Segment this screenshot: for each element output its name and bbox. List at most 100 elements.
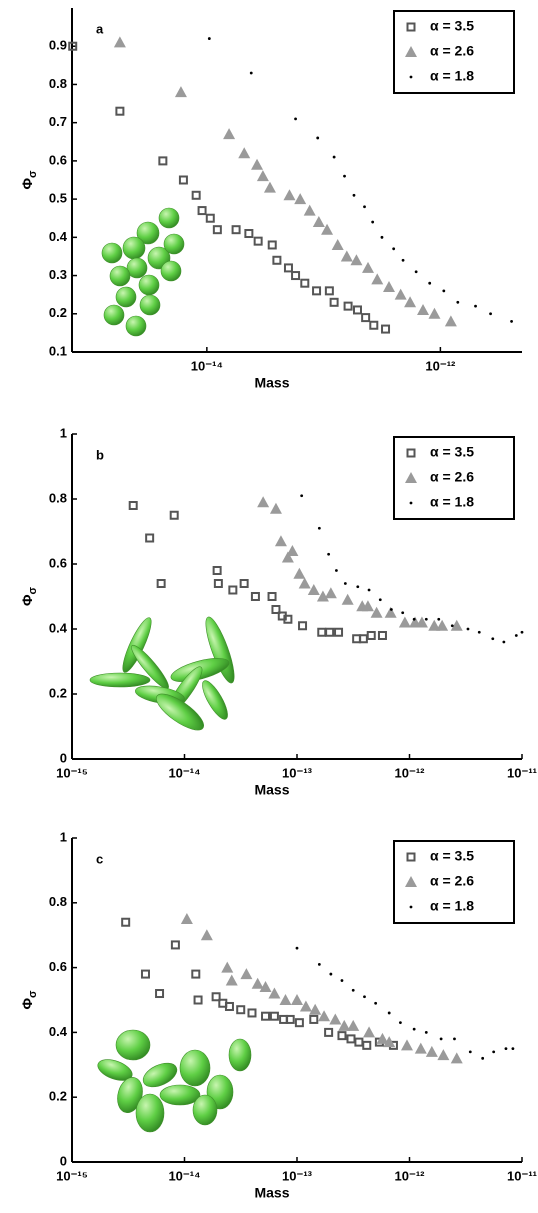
triangle-marker bbox=[223, 128, 236, 140]
triangle-marker bbox=[405, 472, 417, 483]
triangle-marker bbox=[383, 1036, 396, 1048]
square-marker bbox=[231, 225, 241, 235]
x-tick-label: 10⁻¹⁴ bbox=[168, 1168, 200, 1183]
triangle-marker bbox=[303, 204, 316, 216]
dot-marker bbox=[442, 289, 446, 293]
legend-label: α = 2.6 bbox=[430, 873, 474, 889]
square-marker bbox=[346, 1034, 356, 1044]
square-marker bbox=[298, 621, 308, 631]
y-axis-label-main: Φ bbox=[19, 998, 35, 1010]
dot-marker bbox=[316, 136, 320, 140]
dot-marker bbox=[207, 37, 211, 40]
y-axis-label-subscript: σ bbox=[27, 587, 39, 595]
triangle-marker bbox=[293, 567, 306, 579]
dot-marker bbox=[317, 962, 321, 966]
square-marker bbox=[283, 614, 293, 624]
triangle-marker bbox=[405, 876, 417, 887]
dot-marker bbox=[514, 634, 518, 637]
triangle-marker bbox=[415, 616, 428, 628]
triangle-marker bbox=[341, 593, 354, 605]
square-marker bbox=[312, 286, 322, 296]
dot-marker bbox=[409, 501, 413, 505]
sphere-cluster-illustration bbox=[101, 207, 185, 337]
triangle-marker bbox=[425, 1045, 438, 1057]
square-marker bbox=[309, 1014, 319, 1024]
y-tick-label: 0.4 bbox=[49, 229, 68, 244]
x-axis-label: Mass bbox=[254, 375, 289, 391]
dot-marker bbox=[412, 1027, 416, 1031]
dot-marker bbox=[428, 281, 432, 285]
x-tick-label: 10⁻¹¹ bbox=[507, 1168, 537, 1183]
triangle-marker bbox=[283, 189, 296, 201]
dot-marker bbox=[492, 1050, 496, 1054]
dot-marker bbox=[317, 526, 321, 530]
square-marker bbox=[267, 240, 277, 250]
dot-marker bbox=[392, 247, 396, 251]
triangle-marker bbox=[350, 254, 363, 266]
legend-label: α = 1.8 bbox=[430, 898, 474, 914]
triangle-marker bbox=[286, 545, 299, 556]
dot-marker bbox=[468, 1050, 472, 1054]
triangle-marker bbox=[394, 288, 407, 300]
y-tick-label: 0.8 bbox=[49, 894, 67, 909]
square-marker bbox=[406, 448, 416, 458]
square-marker bbox=[337, 1031, 347, 1041]
dot-marker bbox=[371, 220, 375, 224]
panel-label: b bbox=[96, 447, 104, 462]
square-marker bbox=[239, 579, 249, 588]
triangle-marker bbox=[174, 86, 187, 98]
dot-marker bbox=[335, 569, 338, 572]
dot-marker bbox=[343, 582, 347, 585]
square-marker bbox=[361, 313, 371, 323]
x-tick-label: 10⁻¹³ bbox=[282, 1168, 313, 1183]
y-tick-label: 0.9 bbox=[49, 38, 67, 53]
square-marker bbox=[178, 175, 188, 185]
legend-label: α = 1.8 bbox=[430, 494, 474, 510]
dot-marker bbox=[511, 1047, 515, 1050]
square-marker bbox=[294, 1018, 304, 1028]
dot-marker bbox=[439, 1037, 443, 1041]
triangle-marker bbox=[362, 261, 375, 273]
triangle-marker bbox=[450, 619, 463, 631]
square-marker bbox=[115, 106, 125, 116]
dot-marker bbox=[374, 1001, 378, 1005]
triangle-marker bbox=[307, 584, 320, 595]
square-marker bbox=[140, 969, 150, 979]
dot-marker bbox=[453, 1037, 456, 1041]
triangle-marker bbox=[251, 977, 264, 989]
triangle-marker bbox=[338, 1019, 351, 1031]
y-tick-label: 0.2 bbox=[49, 305, 67, 320]
square-marker bbox=[267, 592, 277, 601]
triangle-marker bbox=[256, 170, 269, 182]
panel-label: a bbox=[96, 21, 104, 36]
triangle-marker bbox=[428, 619, 441, 631]
y-tick-label: 0.4 bbox=[49, 1024, 68, 1039]
panel-label: c bbox=[96, 851, 103, 866]
triangle-marker bbox=[257, 496, 270, 508]
triangle-marker bbox=[384, 606, 397, 618]
legend-label: α = 3.5 bbox=[430, 848, 474, 864]
y-tick-label: 0.1 bbox=[49, 343, 67, 358]
triangle-marker bbox=[316, 590, 329, 602]
y-tick-label: 0.8 bbox=[49, 490, 67, 505]
dot-marker bbox=[380, 235, 384, 239]
dot-marker bbox=[352, 193, 356, 197]
dot-marker bbox=[424, 1031, 428, 1034]
dot-marker bbox=[491, 637, 495, 641]
x-tick-label: 10⁻¹¹ bbox=[507, 765, 537, 780]
dot-marker bbox=[300, 494, 304, 498]
dot-marker bbox=[367, 588, 371, 592]
dot-marker bbox=[414, 270, 418, 274]
triangle-marker bbox=[428, 307, 441, 319]
dot-marker bbox=[389, 608, 393, 611]
triangle-marker bbox=[309, 1003, 322, 1015]
square-marker bbox=[269, 1011, 279, 1021]
triangle-marker bbox=[180, 913, 193, 924]
legend-label: α = 2.6 bbox=[430, 469, 474, 485]
triangle-marker bbox=[371, 273, 384, 285]
triangle-marker bbox=[321, 223, 334, 235]
dot-marker bbox=[474, 304, 477, 308]
square-marker bbox=[271, 605, 281, 614]
square-marker bbox=[354, 1037, 364, 1047]
